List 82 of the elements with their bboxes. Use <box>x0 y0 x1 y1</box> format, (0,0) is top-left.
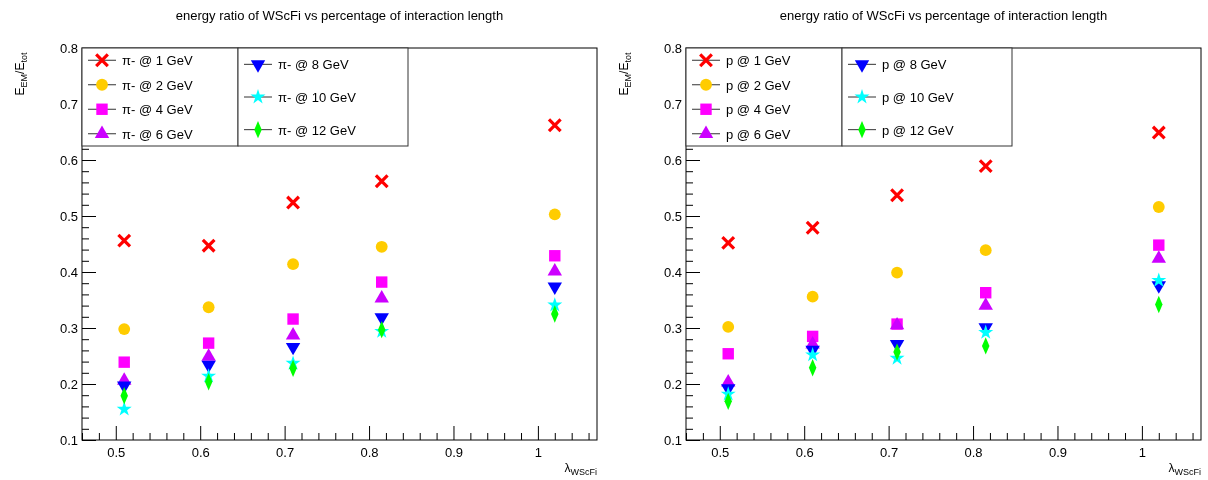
point <box>978 158 994 174</box>
point <box>1151 250 1166 263</box>
y-tick-label: 0.3 <box>663 320 682 336</box>
point <box>201 348 216 361</box>
point <box>118 323 131 336</box>
point <box>375 240 388 253</box>
point <box>720 235 736 251</box>
point <box>116 401 132 416</box>
y-tick-label: 0.6 <box>59 152 78 168</box>
x-tick-label: 1 <box>1138 445 1147 461</box>
x-tick-label: 0.7 <box>276 445 295 461</box>
point <box>287 313 299 325</box>
point <box>979 244 992 257</box>
x-tick-label: 0.5 <box>711 445 730 461</box>
point <box>285 326 301 340</box>
legend-label: π- @ 4 GeV <box>122 102 193 118</box>
point <box>722 348 734 360</box>
x-tick-label: 0.9 <box>444 445 464 461</box>
y-tick-label: 0.7 <box>59 96 78 112</box>
legend-label: π- @ 2 GeV <box>122 77 193 93</box>
x-axis-title: λ$_{WScFi}$ <box>564 461 597 477</box>
point <box>549 250 561 262</box>
y-tick-label: 0.1 <box>59 432 78 448</box>
point <box>202 301 215 314</box>
x-tick-label: 0.8 <box>360 445 379 461</box>
y-tick-label: 0.1 <box>663 432 682 448</box>
x-tick-label: 0.6 <box>191 445 210 461</box>
x-tick-label: 0.9 <box>1048 445 1068 461</box>
x-tick-label: 0.7 <box>880 445 899 461</box>
point <box>722 320 735 333</box>
point <box>287 258 299 271</box>
chart-title: energy ratio of WScFi vs percentage of interaction length <box>175 8 504 23</box>
point <box>978 297 993 310</box>
y-tick-label: 0.4 <box>663 264 682 280</box>
point <box>202 337 215 349</box>
legend-label: π- @ 12 GeV <box>278 122 357 138</box>
point <box>116 233 132 249</box>
point <box>118 356 130 368</box>
point <box>374 173 390 189</box>
y-tick-label: 0.6 <box>663 152 682 168</box>
legend-label: π- @ 8 GeV <box>278 57 349 73</box>
point <box>889 187 905 203</box>
x-axis-title: λ$_{WScFi}$ <box>1168 461 1201 477</box>
point <box>1152 201 1165 213</box>
legend-label: p @ 12 GeV <box>882 122 955 138</box>
point <box>285 195 301 210</box>
point <box>374 290 389 303</box>
chart-title: energy ratio of WScFi vs percentage of interaction length <box>779 8 1108 23</box>
point <box>376 276 388 288</box>
point <box>980 287 992 299</box>
x-tick-label: 0.6 <box>795 445 814 461</box>
x-tick-label: 0.5 <box>107 445 126 461</box>
point <box>1151 272 1167 287</box>
point <box>1153 239 1165 251</box>
point <box>547 263 562 276</box>
legend-label: π- @ 1 GeV <box>122 53 193 69</box>
legend-label: p @ 1 GeV <box>726 53 791 69</box>
point <box>201 238 217 254</box>
y-tick-label: 0.8 <box>59 40 78 56</box>
point <box>1151 125 1167 140</box>
y-tick-label: 0.2 <box>59 376 78 392</box>
point <box>805 220 821 236</box>
x-tick-label: 1 <box>534 445 543 461</box>
legend-label: π- @ 6 GeV <box>122 126 193 142</box>
legend-label: p @ 4 GeV <box>726 102 791 118</box>
legend-label: p @ 2 GeV <box>726 77 791 93</box>
legend-label: p @ 6 GeV <box>726 126 791 142</box>
legend-label: p @ 10 GeV <box>882 90 955 105</box>
y-tick-label: 0.4 <box>59 264 78 280</box>
y-tick-label: 0.5 <box>663 208 682 224</box>
legend-label: p @ 8 GeV <box>882 57 947 73</box>
y-tick-label: 0.5 <box>59 208 78 224</box>
point <box>806 290 819 303</box>
y-tick-label: 0.2 <box>663 376 682 392</box>
legend-label: π- @ 10 GeV <box>278 90 357 105</box>
x-tick-label: 0.8 <box>964 445 983 461</box>
y-tick-label: 0.3 <box>59 320 78 336</box>
point <box>548 208 561 221</box>
y-tick-label: 0.8 <box>663 40 682 56</box>
y-tick-label: 0.7 <box>663 96 682 112</box>
point <box>891 266 903 279</box>
point <box>547 117 563 133</box>
